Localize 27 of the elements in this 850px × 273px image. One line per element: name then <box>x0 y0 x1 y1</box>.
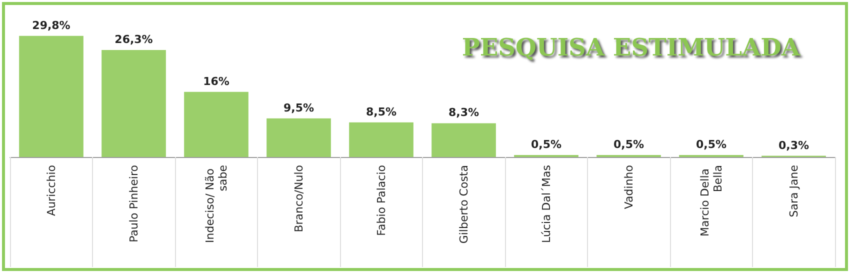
x-tick-label: Auricchio <box>44 164 58 216</box>
bar <box>266 118 331 157</box>
x-tick-label: Gilberto Costa <box>457 165 470 244</box>
x-tick-label: Fabio Palacio <box>374 164 388 236</box>
bar <box>19 36 84 157</box>
data-label: 0,3% <box>778 138 810 152</box>
x-tick-label: Lúcia Dal´Mas <box>540 164 553 243</box>
chart-title: PESQUISA ESTIMULADA <box>462 32 800 62</box>
bar <box>184 92 248 157</box>
data-label: 26,3% <box>114 33 153 46</box>
bar <box>349 122 414 157</box>
data-label: 0,5% <box>696 138 727 151</box>
x-tick-label: Branco/Nulo <box>292 164 306 232</box>
x-tick-label: Indeciso/ Não sabe <box>203 164 230 243</box>
x-tick-label: Sara Jane <box>787 164 800 218</box>
x-tick-label: Marcio Della Bella <box>698 165 724 236</box>
x-tick-label: Vadinho <box>622 164 636 210</box>
data-label: 9,5% <box>283 101 314 114</box>
x-tick-label: Paulo Pinheiro <box>127 164 140 242</box>
data-label: 16% <box>203 74 230 88</box>
bar <box>432 123 496 157</box>
data-label: 8,5% <box>366 105 397 118</box>
data-label: 0,5% <box>613 138 644 151</box>
data-label: 8,3% <box>448 106 480 120</box>
bar <box>102 50 166 157</box>
data-label: 0,5% <box>530 138 562 151</box>
data-label: 29,8% <box>32 18 70 32</box>
